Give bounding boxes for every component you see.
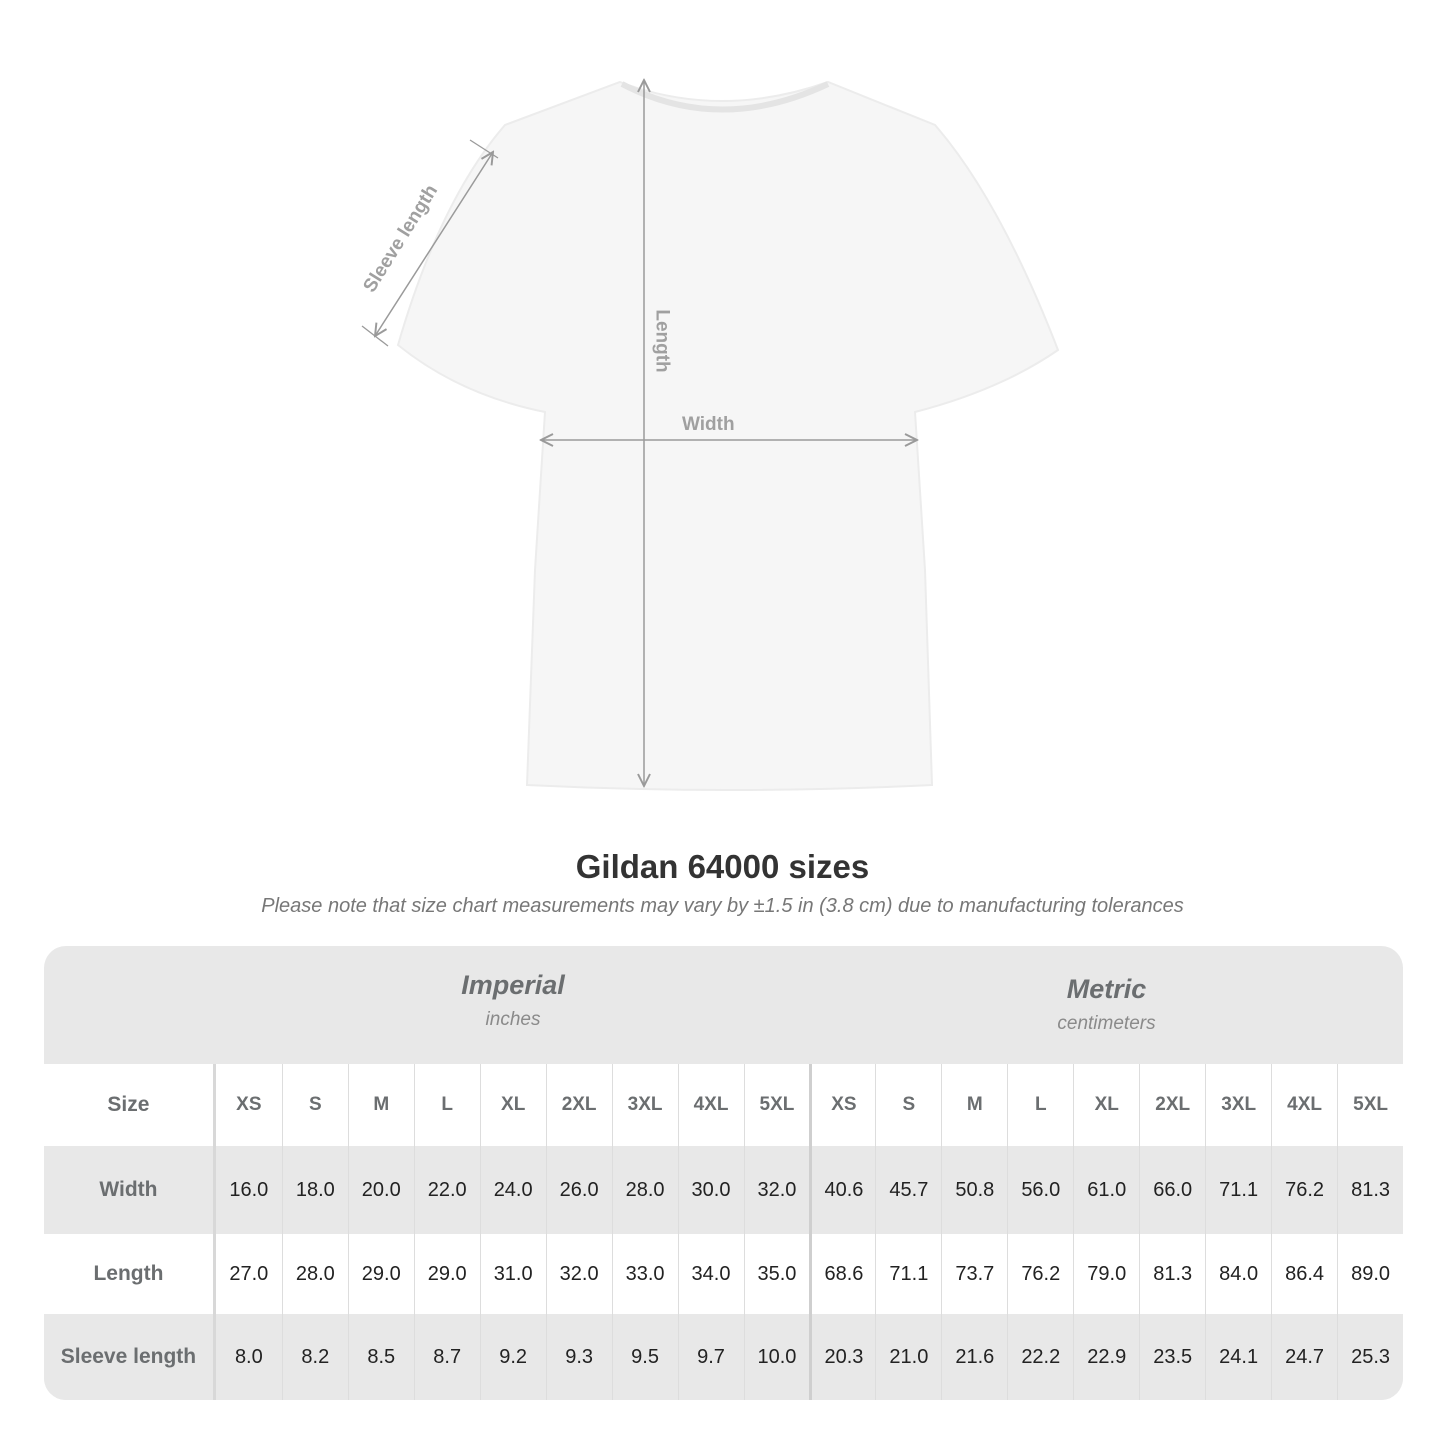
table-cell: 8.5 (347, 1314, 414, 1400)
row-label: Sleeve length (44, 1314, 216, 1400)
row-label: Width (44, 1146, 216, 1234)
table-cell: 79.0 (1073, 1234, 1139, 1314)
table-cell: 22.0 (413, 1146, 480, 1234)
size-header-cell: 2XL (545, 1064, 612, 1146)
table-cell: 73.7 (941, 1234, 1007, 1314)
size-header-cell: 4XL (677, 1064, 744, 1146)
table-cell: 16.0 (229, 1178, 269, 1201)
table-cell: 66.0 (1139, 1146, 1205, 1234)
table-row: Sleeve length 8.0 8.2 8.5 8.7 9.2 9.3 9.5 9.7 10.… (44, 1314, 1403, 1400)
table-cell: 27.0 (229, 1262, 269, 1285)
table-cell: 81.3 (1139, 1234, 1205, 1314)
size-header-row: Size XS S M L XL 2XL 3XL 4XL 5XL XS S M L XL 2XL 3XL 4XL 5… (44, 1064, 1403, 1146)
table-cell: 34.0 (677, 1234, 744, 1314)
table-cell: 24.1 (1205, 1314, 1271, 1400)
size-header-cell: M (941, 1064, 1007, 1146)
size-header-cell: L (413, 1064, 480, 1146)
table-cell: 29.0 (413, 1234, 480, 1314)
size-header-cell: 3XL (1205, 1064, 1271, 1146)
table-cell: 28.0 (281, 1234, 348, 1314)
metric-unit: centimeters (1057, 1013, 1156, 1034)
table-cell: 22.9 (1073, 1314, 1139, 1400)
size-header-cell: 3XL (611, 1064, 678, 1146)
size-header-cell: 5XL (743, 1064, 810, 1146)
table-cell: 22.2 (1007, 1314, 1073, 1400)
table-cell: 32.0 (545, 1234, 612, 1314)
table-cell: 28.0 (611, 1146, 678, 1234)
table-row: Length 27.0 28.0 29.0 29.0 31.0 32.0 33.0 34.0 35… (44, 1234, 1403, 1314)
metric-header: Metric centimeters (810, 946, 1403, 1064)
table-cell: 35.0 (743, 1234, 810, 1314)
table-cell: 20.3 (809, 1314, 875, 1400)
size-table: Imperial inches Metric centimeters Size X… (44, 946, 1403, 1400)
table-row: Width 16.0 18.0 20.0 22.0 24.0 26.0 28.0 30.0 32.… (44, 1146, 1403, 1234)
table-cell: 18.0 (281, 1146, 348, 1234)
table-cell: 56.0 (1007, 1146, 1073, 1234)
tolerance-note: Please note that size chart measurements… (261, 895, 1184, 917)
table-cell: 76.2 (1007, 1234, 1073, 1314)
size-header-cell: S (875, 1064, 941, 1146)
table-cell: 9.3 (545, 1314, 612, 1400)
table-cell: 71.1 (1205, 1146, 1271, 1234)
table-cell: 24.0 (479, 1146, 546, 1234)
table-cell: 24.7 (1271, 1314, 1337, 1400)
size-header-cell: 4XL (1271, 1064, 1337, 1146)
size-header-cell: XL (479, 1064, 546, 1146)
width-label: Width (682, 414, 735, 435)
table-cell: 9.2 (479, 1314, 546, 1400)
table-cell: 26.0 (545, 1146, 612, 1234)
table-cell: 61.0 (1073, 1146, 1139, 1234)
table-cell: 76.2 (1271, 1146, 1337, 1234)
table-cell: 31.0 (479, 1234, 546, 1314)
table-cell: 32.0 (743, 1146, 810, 1234)
table-cell: 21.6 (941, 1314, 1007, 1400)
imperial-header: Imperial inches (216, 946, 810, 1064)
table-cell: 71.1 (875, 1234, 941, 1314)
table-cell: 40.6 (809, 1146, 875, 1234)
imperial-title: Imperial (461, 970, 565, 1000)
table-cell: 89.0 (1337, 1234, 1403, 1314)
table-cell: 8.2 (281, 1314, 348, 1400)
table-cell: 25.3 (1337, 1314, 1403, 1400)
chart-title: Gildan 64000 sizes (575, 848, 870, 885)
table-cell: 9.7 (677, 1314, 744, 1400)
table-cell: 33.0 (611, 1234, 678, 1314)
metric-title: Metric (1066, 974, 1147, 1004)
sleeve-measure-line (375, 152, 493, 336)
table-cell: 8.0 (234, 1345, 263, 1368)
row-label: Size (44, 1064, 216, 1146)
table-cell: 10.0 (743, 1314, 810, 1400)
imperial-unit: inches (485, 1009, 541, 1030)
table-cell: 68.6 (809, 1234, 875, 1314)
size-header-cell: M (347, 1064, 414, 1146)
table-cell: 45.7 (875, 1146, 941, 1234)
size-header-cell: XL (1073, 1064, 1139, 1146)
table-cell: 9.5 (611, 1314, 678, 1400)
size-header-cell: 2XL (1139, 1064, 1205, 1146)
table-cell: 81.3 (1337, 1146, 1403, 1234)
table-cell: 23.5 (1139, 1314, 1205, 1400)
table-cell: 84.0 (1205, 1234, 1271, 1314)
row-label: Length (44, 1234, 216, 1314)
table-cell: 30.0 (677, 1146, 744, 1234)
size-header-cell: 5XL (1337, 1064, 1403, 1146)
size-header-cell: XS (809, 1064, 875, 1146)
tshirt-body (396, 80, 1060, 791)
table-cell: 21.0 (875, 1314, 941, 1400)
tshirt-illustration (361, 0, 1060, 791)
size-header-cell: L (1007, 1064, 1073, 1146)
size-header-cell: S (281, 1064, 348, 1146)
length-label: Length (651, 309, 673, 373)
size-header-cell: XS (236, 1094, 262, 1115)
table-cell: 8.7 (413, 1314, 480, 1400)
table-cell: 20.0 (347, 1146, 414, 1234)
table-cell: 50.8 (941, 1146, 1007, 1234)
table-cell: 29.0 (347, 1234, 414, 1314)
table-cell: 86.4 (1271, 1234, 1337, 1314)
